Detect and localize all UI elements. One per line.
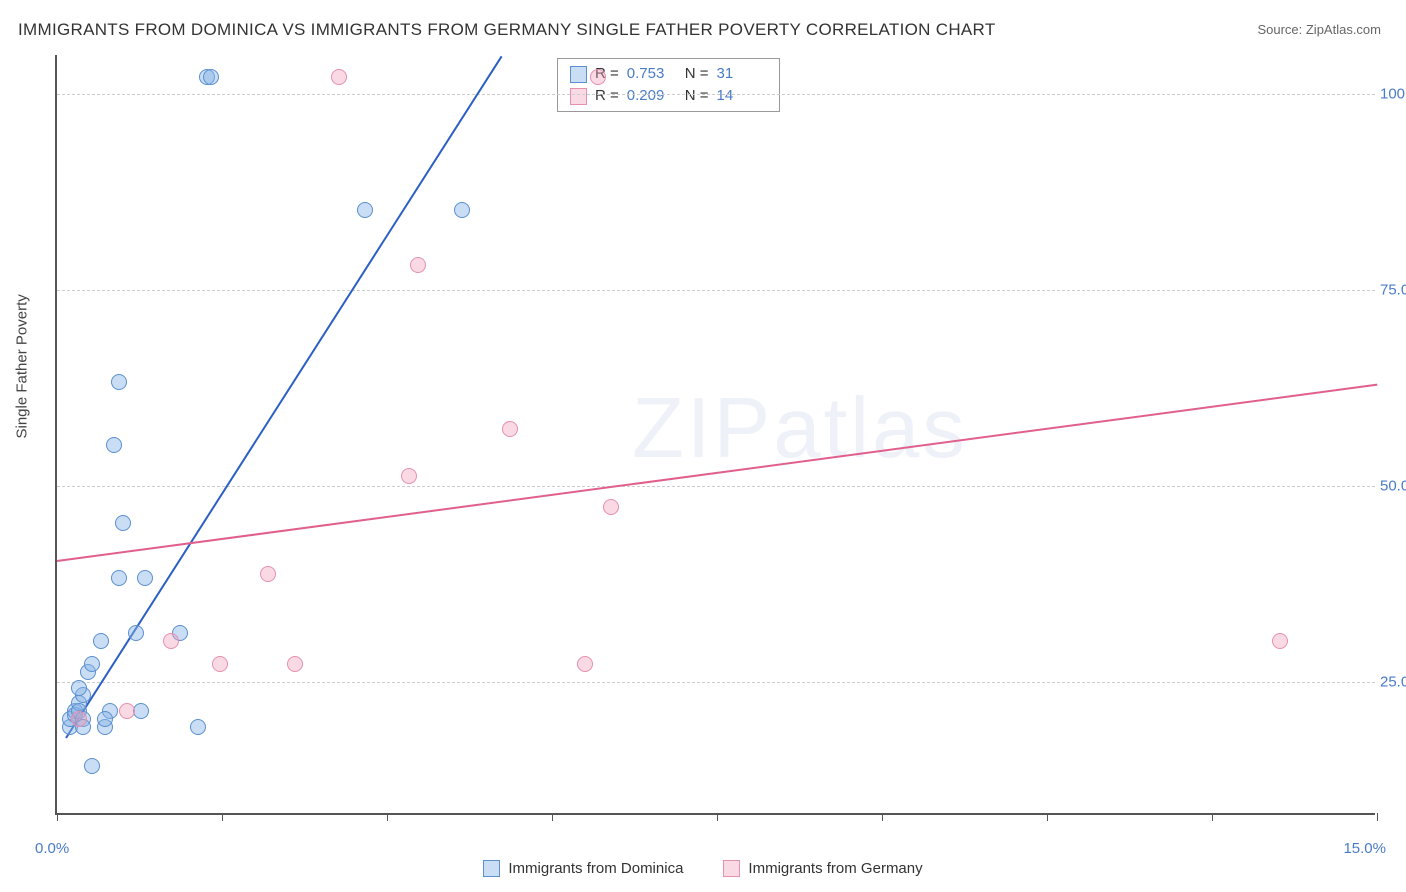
- chart-title: IMMIGRANTS FROM DOMINICA VS IMMIGRANTS F…: [18, 20, 996, 40]
- data-point: [1272, 633, 1288, 649]
- data-point: [84, 656, 100, 672]
- x-tick: [222, 813, 223, 821]
- x-min-label: 0.0%: [35, 840, 69, 857]
- data-point: [331, 69, 347, 85]
- x-tick: [387, 813, 388, 821]
- y-tick-label: 75.0%: [1380, 282, 1406, 299]
- data-point: [287, 656, 303, 672]
- x-tick: [1047, 813, 1048, 821]
- r-value: 0.753: [627, 63, 677, 85]
- data-point: [454, 202, 470, 218]
- x-tick: [717, 813, 718, 821]
- x-tick: [882, 813, 883, 821]
- correlation-legend: R = 0.753 N = 31R = 0.209 N = 14: [557, 58, 780, 112]
- data-point: [260, 566, 276, 582]
- x-tick: [1212, 813, 1213, 821]
- data-point: [401, 468, 417, 484]
- data-point: [71, 711, 87, 727]
- x-tick: [552, 813, 553, 821]
- legend-swatch: [570, 88, 587, 105]
- source-label: Source:: [1257, 22, 1305, 37]
- r-value: 0.209: [627, 85, 677, 107]
- data-point: [97, 711, 113, 727]
- legend-item: Immigrants from Dominica: [483, 860, 683, 877]
- data-point: [128, 625, 144, 641]
- r-label: R =: [595, 85, 619, 107]
- source-value: ZipAtlas.com: [1306, 22, 1381, 37]
- data-point: [357, 202, 373, 218]
- data-point: [93, 633, 109, 649]
- legend-stat-row: R = 0.209 N = 14: [570, 85, 767, 107]
- data-point: [603, 499, 619, 515]
- y-tick-label: 25.0%: [1380, 673, 1406, 690]
- data-point: [590, 69, 606, 85]
- legend-label: Immigrants from Dominica: [508, 860, 683, 877]
- y-tick-label: 100.0%: [1380, 86, 1406, 103]
- series-legend: Immigrants from Dominica Immigrants from …: [0, 860, 1406, 877]
- legend-swatch: [723, 860, 740, 877]
- gridline-h: [57, 486, 1375, 487]
- data-point: [410, 257, 426, 273]
- n-label: N =: [685, 85, 709, 107]
- gridline-h: [57, 290, 1375, 291]
- data-point: [84, 758, 100, 774]
- data-point: [111, 374, 127, 390]
- data-point: [203, 69, 219, 85]
- data-point: [119, 703, 135, 719]
- plot-area: ZIPatlas R = 0.753 N = 31R = 0.209 N = 1…: [55, 55, 1375, 815]
- data-point: [106, 437, 122, 453]
- gridline-h: [57, 94, 1375, 95]
- source-attribution: Source: ZipAtlas.com: [1257, 22, 1381, 37]
- legend-label: Immigrants from Germany: [748, 860, 922, 877]
- legend-swatch: [483, 860, 500, 877]
- trend-line: [57, 384, 1377, 562]
- legend-swatch: [570, 66, 587, 83]
- n-label: N =: [685, 63, 709, 85]
- x-max-label: 15.0%: [1343, 840, 1386, 857]
- y-axis-label: Single Father Poverty: [14, 294, 31, 438]
- data-point: [190, 719, 206, 735]
- data-point: [212, 656, 228, 672]
- data-point: [115, 515, 131, 531]
- n-value: 31: [717, 63, 767, 85]
- y-tick-label: 50.0%: [1380, 477, 1406, 494]
- n-value: 14: [717, 85, 767, 107]
- data-point: [163, 633, 179, 649]
- watermark: ZIPatlas: [632, 380, 968, 478]
- data-point: [502, 421, 518, 437]
- data-point: [111, 570, 127, 586]
- data-point: [71, 680, 87, 696]
- x-tick: [1377, 813, 1378, 821]
- data-point: [577, 656, 593, 672]
- x-tick: [57, 813, 58, 821]
- gridline-h: [57, 682, 1375, 683]
- data-point: [137, 570, 153, 586]
- legend-item: Immigrants from Germany: [723, 860, 922, 877]
